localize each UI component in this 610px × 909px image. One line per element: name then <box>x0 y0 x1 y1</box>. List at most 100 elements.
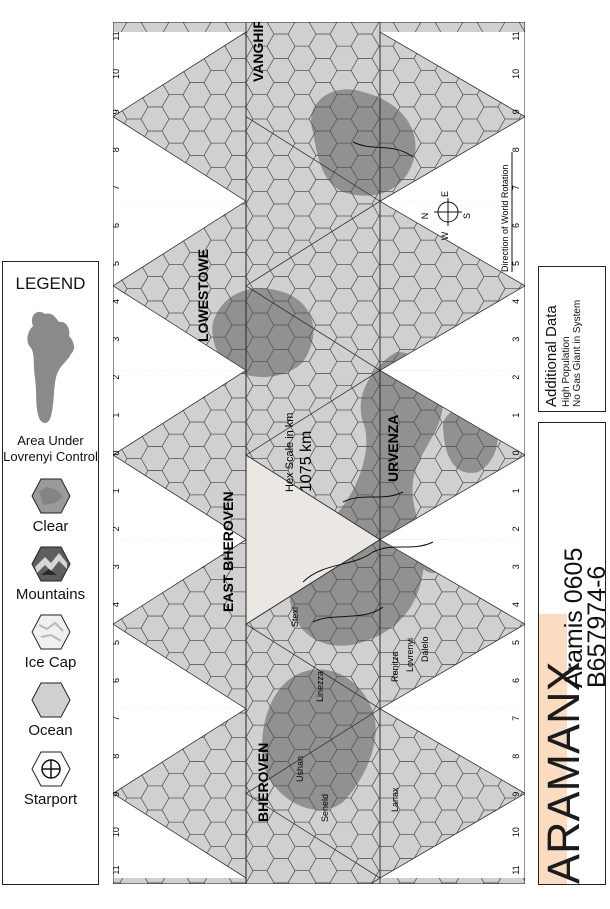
row-label: 4 <box>511 602 521 607</box>
row-label: 3 <box>511 337 521 342</box>
world-title-panel: ARAMANX Aramis 0605 B657974-6 <box>538 422 606 885</box>
compass-letter: E <box>440 191 450 197</box>
row-label: 2 <box>511 375 521 380</box>
ocean-hex-icon <box>30 682 71 718</box>
legend-label-starport: Starport <box>23 791 78 808</box>
row-label: 6 <box>511 678 521 683</box>
legend-label-clear: Clear <box>32 518 69 535</box>
mountains-hex-icon <box>30 546 71 582</box>
border-line <box>342 491 404 503</box>
hex-cell <box>518 277 525 300</box>
legend-title: LEGEND <box>15 274 86 293</box>
row-label: 1 <box>113 488 121 493</box>
map-labels: BHEROVEN EAST BHEROVEN LOWESTOWE URVENZA VAN… <box>195 22 513 822</box>
triangle-outlines <box>113 22 525 884</box>
compass-letter: S <box>462 213 472 219</box>
row-label: 10 <box>511 827 521 837</box>
region-label: VANGHIR <box>250 22 266 82</box>
compass-letter: N <box>420 213 430 220</box>
world-map: 1110987654321012345678910111110987654321… <box>113 22 525 884</box>
place-label: Seneld <box>320 794 330 822</box>
row-label: 8 <box>511 147 521 152</box>
row-label: 9 <box>511 109 521 114</box>
legend-item-mountains: Mountains <box>3 545 98 603</box>
place-label: Stexi <box>290 607 300 627</box>
row-label: 7 <box>511 716 521 721</box>
region-label: URVENZA <box>385 415 401 482</box>
row-label: 2 <box>113 375 121 380</box>
row-label: 7 <box>113 185 121 190</box>
row-label: 4 <box>113 299 121 304</box>
border-line <box>302 541 434 583</box>
legend-label-mountains: Mountains <box>15 586 86 603</box>
row-label: 9 <box>113 109 121 114</box>
political-borders <box>302 141 434 623</box>
place-label: Lanax <box>390 787 400 812</box>
additional-data-panel: Additional Data High Population No Gas G… <box>538 266 606 412</box>
row-label: 9 <box>113 792 121 797</box>
place-label: Renitza <box>390 651 400 682</box>
row-label: 3 <box>113 337 121 342</box>
row-labels: 1110987654321012345678910111110987654321… <box>113 31 521 874</box>
row-label: 1 <box>511 413 521 418</box>
row-label: 8 <box>113 754 121 759</box>
row-label: 7 <box>511 185 521 190</box>
world-name: ARAMANX <box>538 661 589 884</box>
row-label: 8 <box>511 754 521 759</box>
additional-data-title: Additional Data <box>543 305 560 407</box>
legend-item-territory: Area Under Lovrenyi Control <box>3 302 98 465</box>
land-mass-4 <box>212 288 314 377</box>
row-label: 2 <box>511 526 521 531</box>
row-label: 10 <box>113 69 121 79</box>
row-label: 0 <box>113 450 121 455</box>
row-label: 9 <box>511 792 521 797</box>
legend-item-ocean: Ocean <box>3 681 98 739</box>
row-label: 6 <box>113 678 121 683</box>
place-label: Ushan <box>295 756 305 782</box>
row-label: 1 <box>511 488 521 493</box>
row-label: 10 <box>113 827 121 837</box>
row-label: 5 <box>113 640 121 645</box>
territory-blob-icon <box>26 311 74 424</box>
compass-letter: W <box>440 231 450 240</box>
row-label: 10 <box>511 69 521 79</box>
legend-panel: LEGEND Area Under Lovrenyi Control Clear… <box>2 261 99 885</box>
legend-label-ice: Ice Cap <box>24 654 77 671</box>
row-label: 6 <box>113 223 121 228</box>
row-label: 11 <box>511 865 521 874</box>
scale-title: Hex Scale in km <box>284 413 296 492</box>
place-label: Dalelo <box>420 636 430 662</box>
row-label: 4 <box>113 602 121 607</box>
row-label: 11 <box>511 31 521 40</box>
border-line <box>312 606 384 623</box>
row-label: 11 <box>113 865 121 874</box>
row-label: 8 <box>113 147 121 152</box>
additional-data-line-2: No Gas Giant in System <box>572 299 583 407</box>
hex-cell <box>518 108 525 130</box>
legend-item-ice: Ice Cap <box>3 613 98 671</box>
row-label: 4 <box>511 299 521 304</box>
row-label: 11 <box>113 31 121 40</box>
row-label: 2 <box>113 526 121 531</box>
legend-label-territory: Area Under Lovrenyi Control <box>3 433 98 464</box>
row-label: 7 <box>113 716 121 721</box>
place-label: Lovrenyi <box>405 638 415 672</box>
place-label: Linezza <box>315 671 325 702</box>
region-label: BHEROVEN <box>255 743 271 822</box>
land-mass-3 <box>311 89 416 196</box>
row-label: 5 <box>113 261 121 266</box>
row-label: 6 <box>511 223 521 228</box>
row-label: 5 <box>511 261 521 266</box>
starport-icon <box>30 751 71 787</box>
hex-map-canvas: 1110987654321012345678910111110987654321… <box>113 22 525 884</box>
border-line <box>352 141 414 158</box>
legend-item-clear: Clear <box>3 477 98 535</box>
land-mass-2 <box>262 669 376 810</box>
row-label: 1 <box>113 413 121 418</box>
rotation-label: Direction of World Rotation <box>500 165 510 272</box>
clear-hex-icon <box>30 478 71 514</box>
region-label: LOWESTOWE <box>195 249 211 342</box>
region-label: EAST BHEROVEN <box>220 491 236 612</box>
ice-cap-hex-icon <box>30 614 71 650</box>
world-name-highlight <box>539 614 567 884</box>
